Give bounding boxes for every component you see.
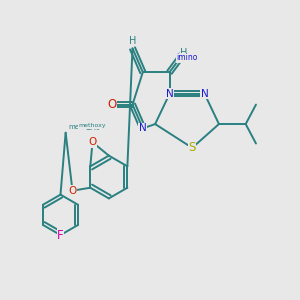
Text: methoxy: methoxy: [68, 124, 99, 130]
Text: S: S: [188, 141, 196, 154]
Text: O: O: [88, 137, 97, 147]
Text: methoxy: methoxy: [79, 123, 106, 128]
Text: CH₃: CH₃: [85, 123, 100, 132]
Text: O: O: [107, 98, 117, 111]
Text: N: N: [166, 89, 173, 99]
Text: imino: imino: [176, 53, 198, 62]
Text: H: H: [129, 36, 136, 46]
Text: H: H: [180, 48, 188, 58]
Text: N: N: [201, 89, 208, 99]
Text: O: O: [68, 186, 76, 196]
Text: N: N: [139, 123, 147, 134]
Text: F: F: [57, 229, 64, 242]
